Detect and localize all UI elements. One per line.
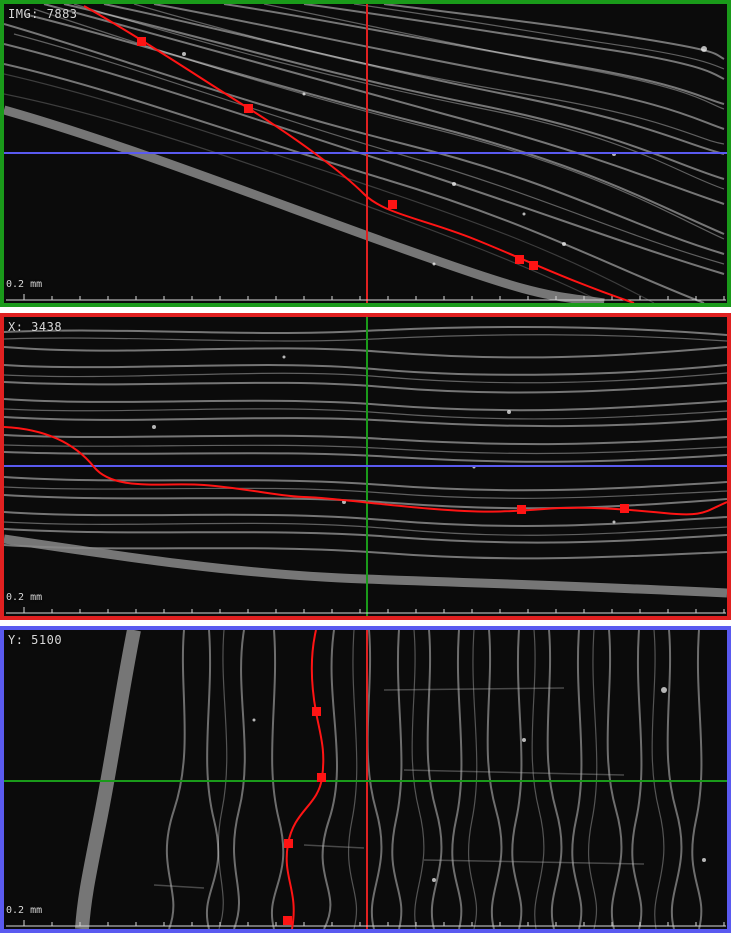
trace-control-point[interactable]: [388, 200, 397, 209]
trace-path: [83, 5, 635, 303]
slice-label: Y: 5100: [8, 633, 63, 647]
scale-ruler: [6, 920, 726, 927]
scale-bar: 0.2 mm: [6, 905, 726, 927]
bottom-image-texture: [4, 630, 727, 929]
trace-control-point[interactable]: [284, 839, 293, 848]
slice-label: X: 3438: [8, 320, 63, 334]
crosshair-horizontal[interactable]: [4, 152, 727, 154]
scale-label: 0.2 mm: [6, 905, 43, 916]
scale-label: 0.2 mm: [6, 592, 43, 603]
scale-ruler: [6, 294, 726, 301]
trace-control-point[interactable]: [283, 916, 292, 925]
crosshair-horizontal[interactable]: [4, 780, 727, 782]
trace-control-point[interactable]: [517, 505, 526, 514]
trace-path: [4, 426, 727, 516]
trace-control-point[interactable]: [312, 707, 321, 716]
trace-control-point[interactable]: [244, 104, 253, 113]
trace-overlay: [83, 5, 635, 303]
middle-slice-view[interactable]: X: 3438 0.2 mm: [0, 313, 731, 620]
top-slice-view[interactable]: IMG: 7883 0.2 mm: [0, 0, 731, 307]
crosshair-vertical[interactable]: [366, 630, 368, 929]
trace-overlay: [4, 426, 727, 516]
trace-overlay: [283, 630, 326, 929]
scale-bar: 0.2 mm: [6, 592, 726, 614]
trace-control-point[interactable]: [620, 504, 629, 513]
scale-ruler: [6, 607, 726, 614]
slice-label: IMG: 7883: [8, 7, 78, 21]
bottom-slice-view[interactable]: Y: 5100 0.2 mm: [0, 626, 731, 933]
trace-control-point[interactable]: [529, 261, 538, 270]
scale-label: 0.2 mm: [6, 279, 43, 290]
trace-control-point[interactable]: [515, 255, 524, 264]
crosshair-horizontal[interactable]: [4, 465, 727, 467]
trace-control-point[interactable]: [317, 773, 326, 782]
trace-control-point[interactable]: [137, 37, 146, 46]
scale-bar: 0.2 mm: [6, 279, 726, 301]
